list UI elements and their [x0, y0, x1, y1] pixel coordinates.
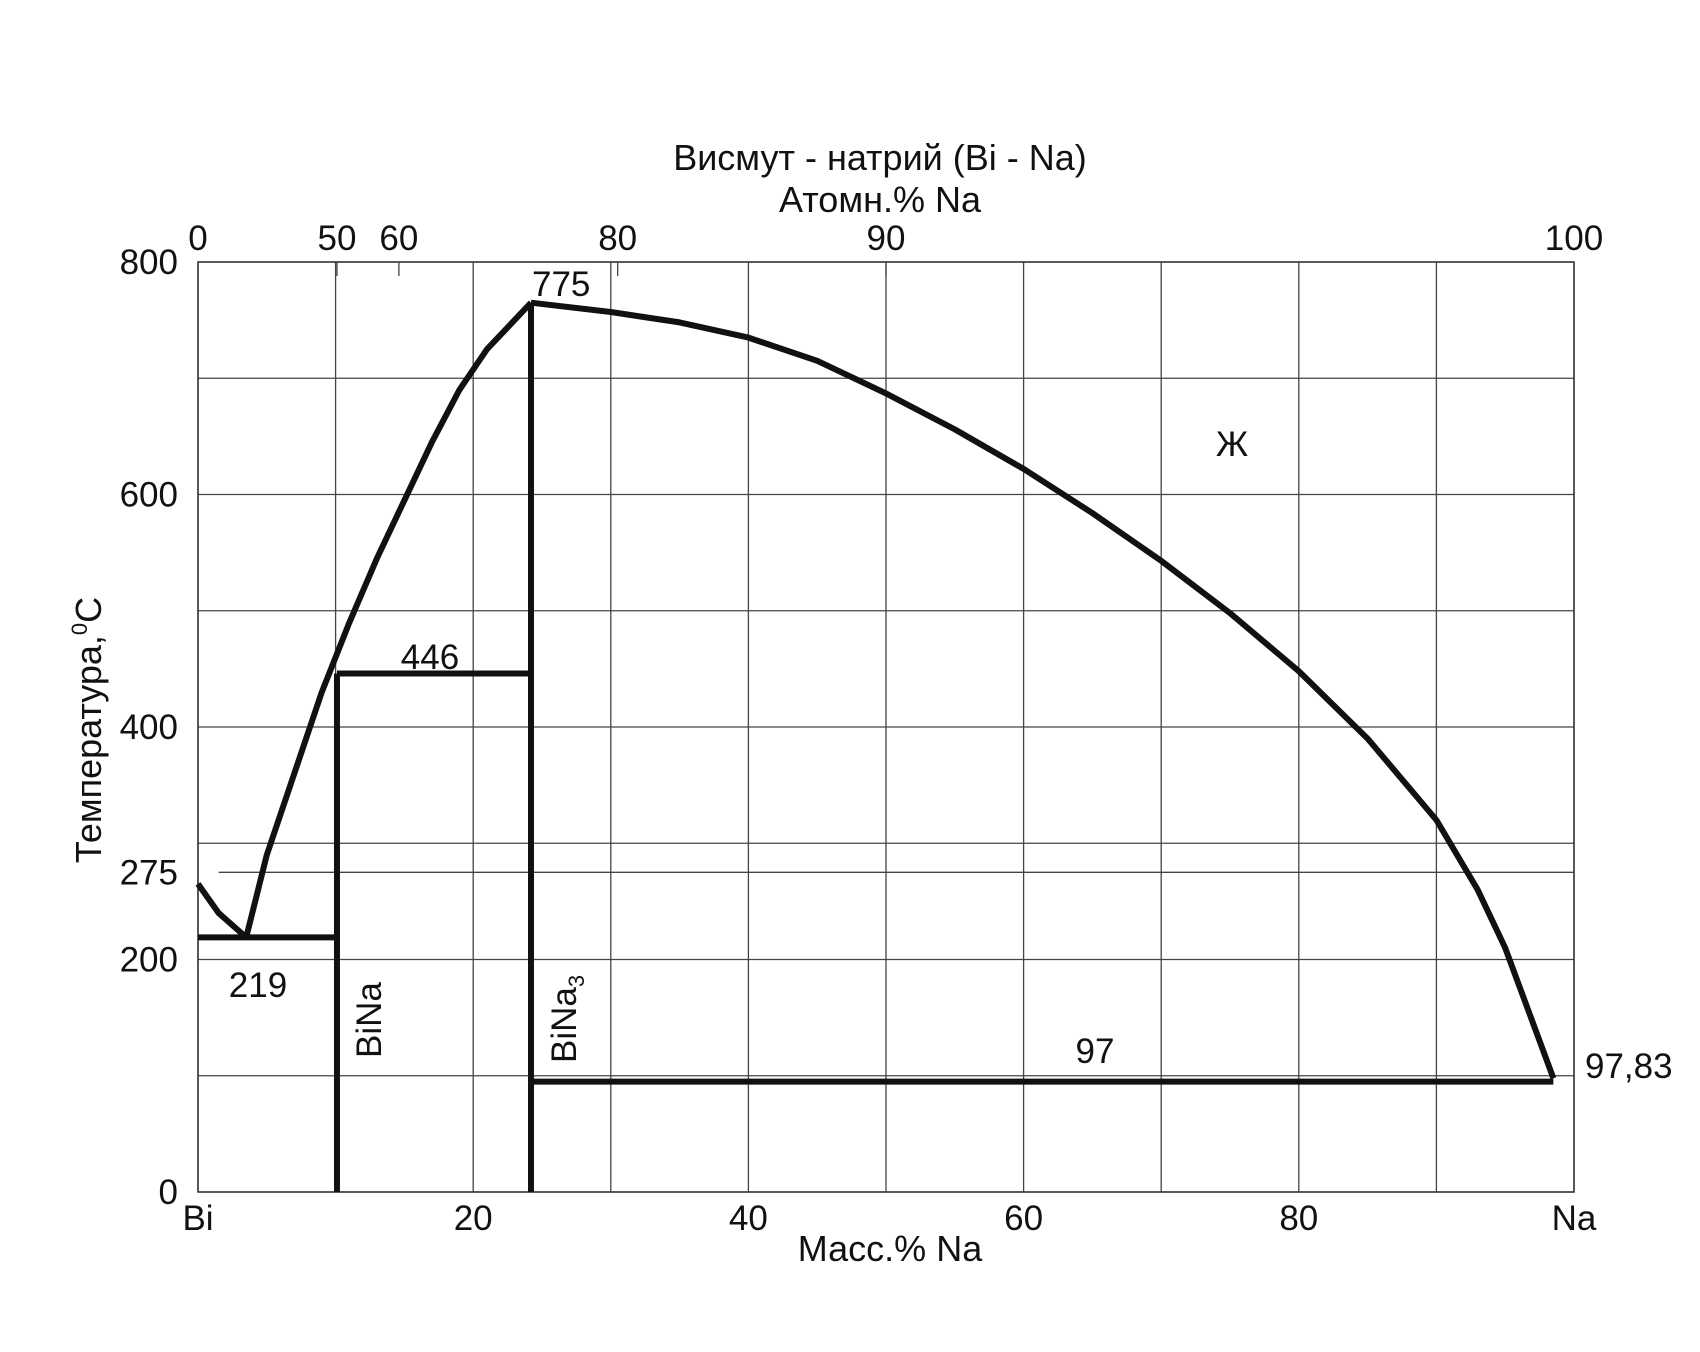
- label-compound-bina3: BiNa3: [545, 975, 589, 1063]
- annotation-97: 97: [1076, 1032, 1115, 1071]
- phase-lines: [195, 299, 1557, 1192]
- y-tick-label: 200: [120, 941, 178, 980]
- y-tick-label: 600: [120, 476, 178, 515]
- x-tick-label: 80: [1279, 1199, 1318, 1238]
- liquidus-line: [530, 299, 1557, 1080]
- y-axis-label: Температура,0C: [67, 597, 109, 863]
- label-compound-bina3-sub: 3: [564, 975, 589, 987]
- annotation-liquid-region: Ж: [1216, 425, 1248, 464]
- top-axis-label: Атомн.% Na: [779, 179, 982, 220]
- top-tick-label: 90: [867, 219, 906, 258]
- annotation-775: 775: [532, 265, 590, 304]
- top-tick-label: 0: [188, 219, 207, 258]
- annotation-219: 219: [229, 966, 287, 1005]
- labels: Висмут - натрий (Bi - Na) Атомн.% Na Мас…: [67, 137, 1673, 1269]
- x-tick-label: 60: [1004, 1199, 1043, 1238]
- top-tick-label: 50: [318, 219, 357, 258]
- y-tick-label: 400: [120, 708, 178, 747]
- x-tick-label: 20: [454, 1199, 493, 1238]
- y-tick-label: 275: [120, 853, 178, 892]
- top-tick-label: 60: [379, 219, 418, 258]
- annotation-97-83: 97,83: [1585, 1047, 1673, 1086]
- x-tick-label: Bi: [182, 1199, 213, 1238]
- liquidus-line: [243, 300, 534, 939]
- y-axis-label-text: Температура,: [68, 635, 109, 863]
- grid: [197, 261, 1575, 1193]
- label-compound-bina: BiNa: [350, 982, 389, 1058]
- y-axis-label-degree: 0: [67, 623, 92, 635]
- annotation-446: 446: [401, 638, 459, 677]
- top-tick-label: 100: [1545, 219, 1603, 258]
- x-tick-label: 40: [729, 1199, 768, 1238]
- x-tick-label: Na: [1552, 1199, 1597, 1238]
- liquidus-line: [195, 882, 249, 940]
- chart-title: Висмут - натрий (Bi - Na): [673, 137, 1087, 178]
- y-axis-label-unit: C: [68, 597, 109, 623]
- label-compound-bina3-base: BiNa: [545, 987, 584, 1063]
- y-tick-label: 800: [120, 243, 178, 282]
- top-tick-label: 80: [598, 219, 637, 258]
- x-axis-label: Масс.% Na: [798, 1228, 983, 1269]
- y-tick-label: 0: [159, 1173, 178, 1212]
